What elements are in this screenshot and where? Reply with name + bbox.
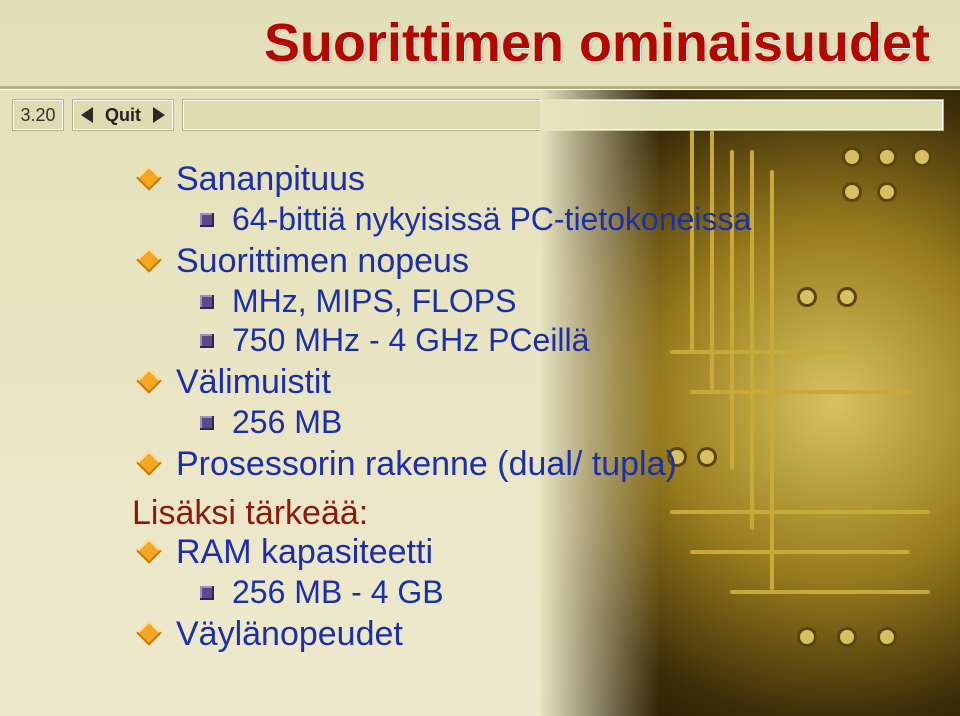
diamond-bullet-icon [136,538,161,563]
l1-text: Suorittimen nopeus [176,242,469,280]
next-arrow-icon[interactable] [153,107,165,123]
diamond-bullet-icon [136,620,161,645]
l2-text: 64-bittiä nykyisissä PC-tietokoneissa [232,201,751,237]
l1-text: Sananpituus [176,160,365,198]
list-item: Sananpituus 64-bittiä nykyisissä PC-tiet… [140,160,840,238]
diamond-bullet-icon [136,368,161,393]
l1-text: Välimuistit [176,363,331,401]
slide-title: Suorittimen ominaisuudet [264,13,930,73]
section-heading: Lisäksi tärkeää: [132,494,840,533]
square-bullet-icon [200,334,214,348]
list-item: 750 MHz - 4 GHz PCeillä [200,322,840,359]
l1-text: Prosessorin rakenne (dual/ tupla) [176,445,677,483]
l2-text: 750 MHz - 4 GHz PCeillä [232,322,589,358]
l2-text: 256 MB - 4 GB [232,574,444,610]
square-bullet-icon [200,295,214,309]
quit-button[interactable]: Quit [105,105,141,126]
list-item: MHz, MIPS, FLOPS [200,283,840,320]
slide-content: Sananpituus 64-bittiä nykyisissä PC-tiet… [140,160,840,658]
prev-arrow-icon[interactable] [81,107,93,123]
l2-text: 256 MB [232,404,342,440]
diamond-bullet-icon [136,165,161,190]
list-item: 64-bittiä nykyisissä PC-tietokoneissa [200,201,840,238]
title-underline [0,86,960,89]
l1-text: Väylänopeudet [176,615,403,653]
diamond-bullet-icon [136,450,161,475]
page-number-text: 3.20 [20,105,55,126]
diamond-bullet-icon [136,247,161,272]
nav-bar: 3.20 Quit [12,98,944,132]
list-item: Välimuistit 256 MB [140,363,840,441]
list-item: 256 MB - 4 GB [200,574,840,611]
l1-text: RAM kapasiteetti [176,533,433,571]
l2-text: MHz, MIPS, FLOPS [232,283,516,319]
list-item: Väylänopeudet [140,615,840,654]
list-item: Suorittimen nopeus MHz, MIPS, FLOPS 750 … [140,242,840,359]
list-item: 256 MB [200,404,840,441]
title-bar: Suorittimen ominaisuudet [0,0,960,94]
square-bullet-icon [200,213,214,227]
nav-controls: Quit [72,99,174,131]
square-bullet-icon [200,586,214,600]
list-item: Prosessorin rakenne (dual/ tupla) [140,445,840,484]
list-item: RAM kapasiteetti 256 MB - 4 GB [140,533,840,611]
slide: Suorittimen ominaisuudet 3.20 Quit Sanan… [0,0,960,716]
page-number: 3.20 [12,99,64,131]
square-bullet-icon [200,416,214,430]
